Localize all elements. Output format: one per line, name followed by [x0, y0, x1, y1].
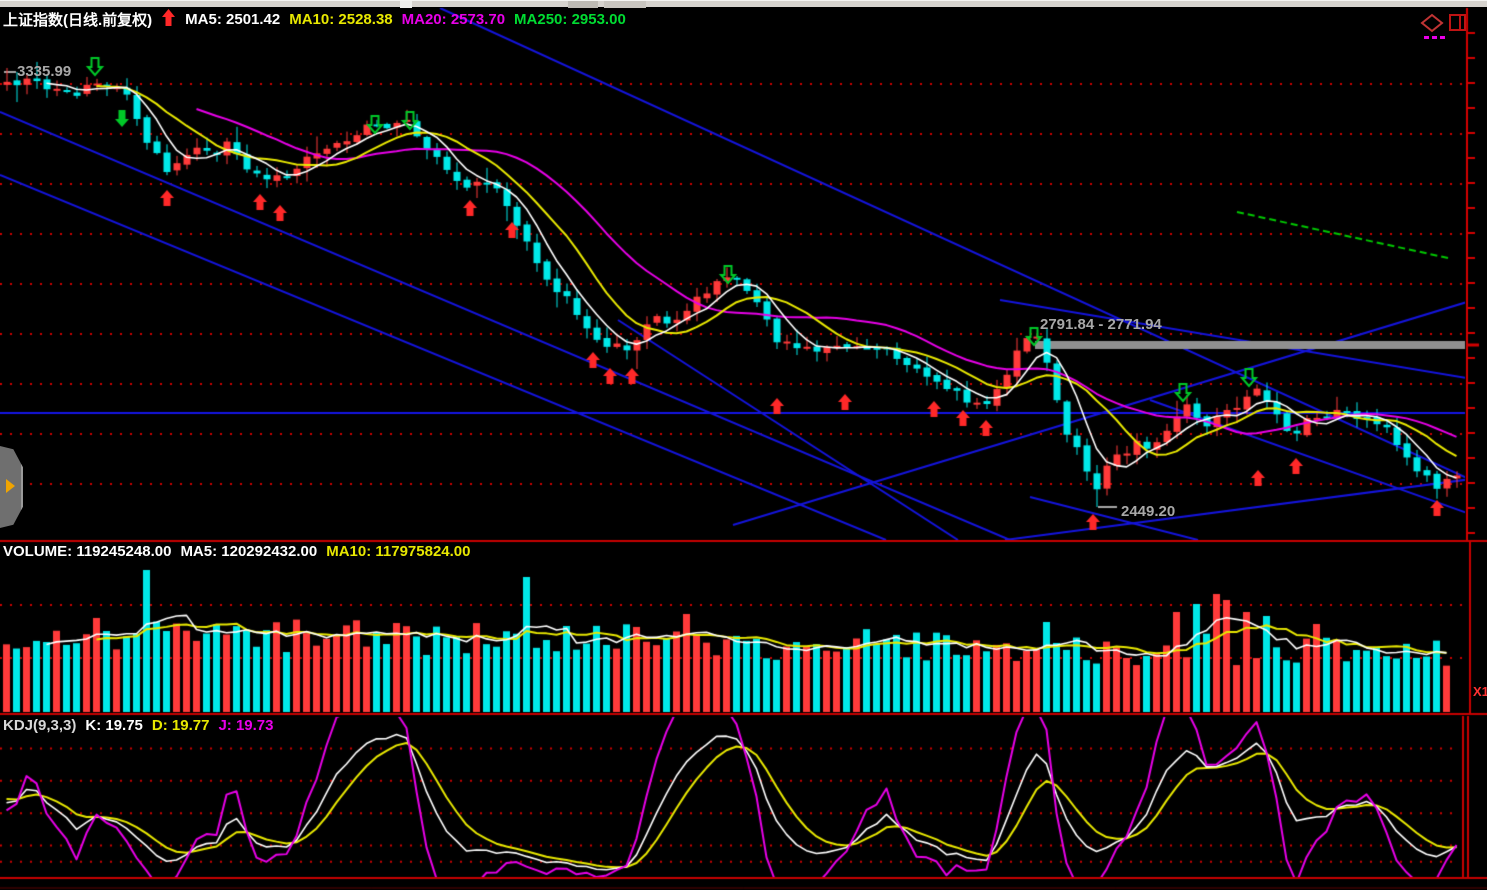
ma10-value: MA10: 2528.38 — [289, 11, 393, 28]
kdj-header: KDJ(9,3,3) K: 19.75 D: 19.77 J: 19.73 — [3, 717, 274, 734]
gap-range-label: 2791.84 - 2771.94 — [1040, 316, 1162, 333]
top-edge-segment — [604, 1, 646, 8]
ma250-value: MA250: 2953.00 — [514, 11, 626, 28]
kdj-j-value: J: 19.73 — [218, 717, 274, 734]
window-box-icon[interactable] — [1449, 14, 1466, 31]
high-price-label: 3335.99 — [17, 63, 72, 80]
volume-header: VOLUME: 119245248.00 MA5: 120292432.00 M… — [3, 543, 470, 560]
main-chart-header: 上证指数(日线.前复权) MA5: 2501.42 MA10: 2528.38 … — [3, 9, 626, 30]
top-edge-segment — [400, 1, 412, 8]
low-price-label: 2449.20 — [1121, 503, 1176, 520]
chart-toolbar — [1420, 13, 1470, 43]
ma20-value: MA20: 2573.70 — [401, 11, 506, 28]
volume-value: VOLUME: 119245248.00 — [3, 543, 172, 560]
diamond-tool-icon[interactable] — [1420, 13, 1444, 33]
drawer-expand-arrow-icon — [6, 479, 15, 493]
kdj-name: KDJ(9,3,3) — [3, 717, 77, 734]
volume-ma10-value: MA10: 117975824.00 — [326, 543, 471, 560]
ma5-value: MA5: 2501.42 — [185, 11, 281, 28]
signal-up-arrow-icon — [161, 9, 176, 30]
symbol-title: 上证指数(日线.前复权) — [3, 12, 153, 29]
window-top-edge — [0, 0, 1487, 8]
kdj-d-value: D: 19.77 — [151, 717, 210, 734]
drawer-handle-edge — [21, 464, 23, 510]
volume-ma5-value: MA5: 120292432.00 — [180, 543, 318, 560]
drawer-handle[interactable] — [0, 446, 23, 528]
magenta-dashes-icon — [1424, 36, 1445, 39]
pane-corner-label[interactable]: X1 — [1473, 684, 1487, 699]
top-edge-segment — [568, 1, 598, 8]
kdj-k-value: K: 19.75 — [85, 717, 143, 734]
